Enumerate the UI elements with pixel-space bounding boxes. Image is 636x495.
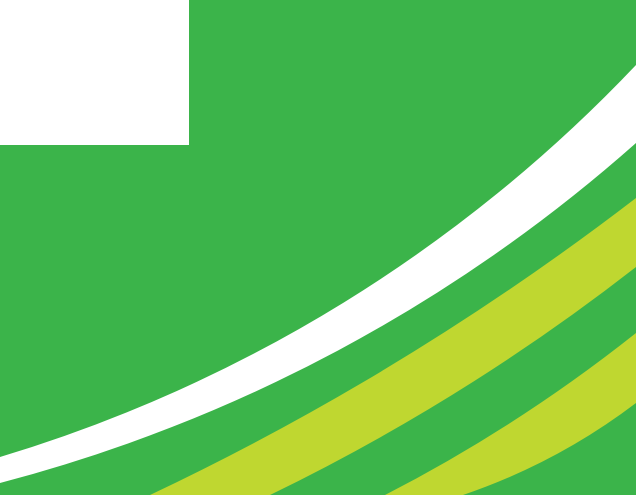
- white-swoosh-band: [0, 65, 636, 483]
- lime-swoosh-band-2: [385, 333, 636, 495]
- white-corner-rectangle: [0, 0, 189, 145]
